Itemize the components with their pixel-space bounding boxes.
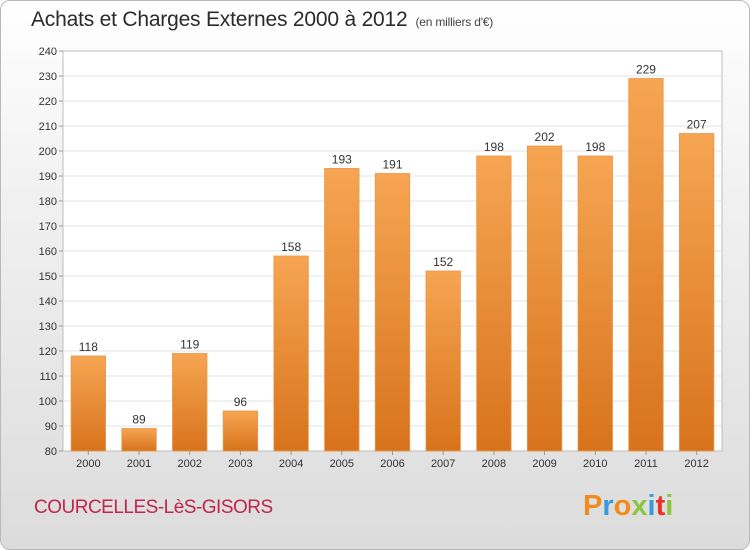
data-label: 198 (585, 140, 605, 154)
y-tick-label: 200 (39, 146, 57, 158)
x-tick-label: 2011 (634, 458, 658, 470)
commune-name: COURCELLES-LèS-GISORS (34, 497, 273, 518)
x-tick-label: 2012 (684, 458, 708, 470)
y-tick-label: 210 (39, 121, 57, 133)
bar (679, 133, 715, 452)
bar (273, 255, 309, 452)
y-tick-label: 190 (39, 171, 57, 183)
data-label: 229 (636, 63, 656, 77)
data-label: 118 (79, 340, 98, 354)
bar (374, 173, 411, 452)
y-tick-label: 110 (39, 371, 57, 383)
data-label: 119 (180, 338, 199, 352)
y-tick-label: 140 (39, 296, 57, 308)
bar (425, 270, 461, 452)
y-axis: 80 90 100 110 120 130 140 150 160 170 180 190 200 210… (39, 46, 57, 458)
y-tick-label: 90 (45, 421, 57, 433)
x-tick-label: 2006 (380, 458, 404, 470)
chart-subtitle: (en milliers d'€) (415, 15, 494, 29)
x-tick-label: 2007 (431, 458, 455, 470)
data-label: 198 (484, 140, 504, 154)
x-tick-label: 2000 (76, 458, 100, 470)
data-label: 191 (382, 158, 402, 172)
y-tick-label: 120 (39, 346, 57, 358)
data-label: 207 (687, 118, 707, 132)
y-tick-label: 160 (39, 246, 57, 258)
y-tick-label: 130 (39, 321, 57, 333)
logo-letter: r (602, 490, 614, 522)
y-tick-label: 100 (39, 396, 57, 408)
logo-letter: i (665, 490, 674, 522)
bar (172, 353, 208, 452)
y-tick-label: 220 (39, 96, 57, 108)
logo-letter: t (655, 490, 666, 522)
data-label: 158 (281, 240, 301, 254)
x-tick-label: 2001 (127, 458, 151, 470)
bar (324, 168, 360, 452)
x-tick-label: 2005 (330, 458, 354, 470)
bar (121, 428, 157, 452)
logo-letter: o (613, 490, 632, 522)
bar (476, 155, 512, 452)
proxiti-logo: Proxiti (583, 490, 673, 523)
bar (628, 78, 664, 452)
data-label: 96 (234, 395, 248, 409)
x-tick-label: 2002 (177, 458, 201, 470)
bar (577, 155, 613, 452)
data-label: 89 (132, 413, 146, 427)
x-tick-label: 2008 (482, 458, 506, 470)
bar (526, 145, 563, 452)
x-tick-label: 2004 (279, 458, 303, 470)
data-label: 202 (535, 130, 555, 144)
chart-title: Achats et Charges Externes 2000 à 2012 (e… (31, 8, 493, 32)
chart-title-text: Achats et Charges Externes 2000 à 2012 (31, 8, 408, 31)
y-tick-label: 180 (39, 196, 57, 208)
y-tick-label: 230 (39, 71, 57, 83)
x-axis: 2000 2001 2002 2003 2004 2005 2006 2007 2008 2009… (76, 451, 709, 470)
y-tick-label: 150 (39, 271, 57, 283)
logo-letter: x (631, 490, 648, 522)
x-tick-label: 2010 (583, 458, 607, 470)
data-label: 193 (332, 153, 352, 167)
x-tick-label: 2009 (532, 458, 556, 470)
logo-letter: i (647, 490, 656, 522)
y-tick-label: 170 (39, 221, 57, 233)
y-tick-label: 80 (45, 446, 57, 458)
logo-letter: P (583, 490, 603, 522)
data-label: 152 (433, 255, 453, 269)
y-tick-label: 240 (39, 46, 57, 58)
bar (222, 410, 259, 452)
x-tick-label: 2003 (228, 458, 252, 470)
bar (70, 355, 106, 452)
bars: 118 89 119 96 158 193 191 152 198 202 198 229 207 (70, 63, 715, 452)
